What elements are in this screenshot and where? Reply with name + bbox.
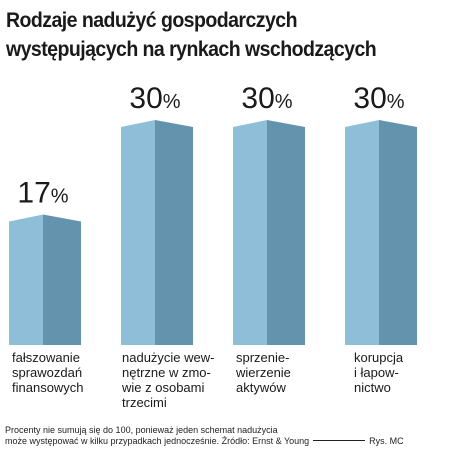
footnote-line-1: Procenty nie sumują się do 100, ponieważ… (5, 425, 278, 435)
bar-side-face (43, 214, 81, 345)
category-label-line: nadużycie wew- (122, 350, 215, 365)
category-label-2: nadużycie wew- nętrzne w zmo- wie z osob… (122, 350, 234, 410)
percent-sign: % (275, 91, 293, 113)
bar-front-face (9, 214, 43, 345)
category-label-line: sprawozdań (12, 365, 83, 380)
footnote: Procenty nie sumują się do 100, ponieważ… (5, 425, 461, 447)
category-label-1: fałszowanie sprawozdań finansowych (12, 350, 124, 395)
percent-sign: % (51, 185, 69, 207)
bar-side-face (267, 120, 305, 345)
category-label-3: sprzenie- wierzenie aktywów (236, 350, 348, 395)
bar-side-face (379, 120, 417, 345)
footnote-credit: Rys. MC (369, 436, 404, 446)
bar-front-face (345, 120, 379, 345)
divider-line (313, 440, 366, 442)
bar-front-face (121, 120, 155, 345)
category-label-line: wie z osobami (122, 380, 205, 395)
value-number: 30 (353, 82, 386, 115)
category-label-line: trzecimi (122, 395, 167, 410)
category-label-line: sprzenie- (236, 350, 290, 365)
footnote-source: może występować w kilku przypadkach jedn… (5, 436, 310, 446)
value-number: 30 (129, 82, 162, 115)
title-line-1: Rodzaje nadużyć gospodarczych (6, 9, 298, 32)
bar-side-face (155, 120, 193, 345)
chart-title: Rodzaje nadużyć gospodarczych występując… (6, 6, 429, 64)
value-label: 30% (353, 82, 404, 115)
bar-front-face (233, 120, 267, 345)
percent-sign: % (387, 91, 405, 113)
category-label-line: nictwo (354, 380, 391, 395)
category-label-line: wierzenie (236, 365, 291, 380)
category-label-line: aktywów (236, 380, 286, 395)
value-label: 17% (17, 176, 68, 209)
category-label-line: finansowych (12, 380, 84, 395)
title-line-2: występujących na rynkach wschodzących (6, 38, 377, 61)
footnote-line-2: może występować w kilku przypadkach jedn… (5, 436, 461, 447)
value-number: 30 (241, 82, 274, 115)
value-label: 30% (129, 82, 180, 115)
category-label-line: i łapow- (354, 365, 399, 380)
category-label-line: fałszowanie (12, 350, 80, 365)
category-label-line: nętrzne w zmo- (122, 365, 211, 380)
category-label-4: korupcja i łapow- nictwo (354, 350, 465, 395)
value-number: 17 (17, 176, 50, 209)
percent-sign: % (163, 91, 181, 113)
category-label-line: korupcja (354, 350, 404, 365)
value-label: 30% (241, 82, 292, 115)
